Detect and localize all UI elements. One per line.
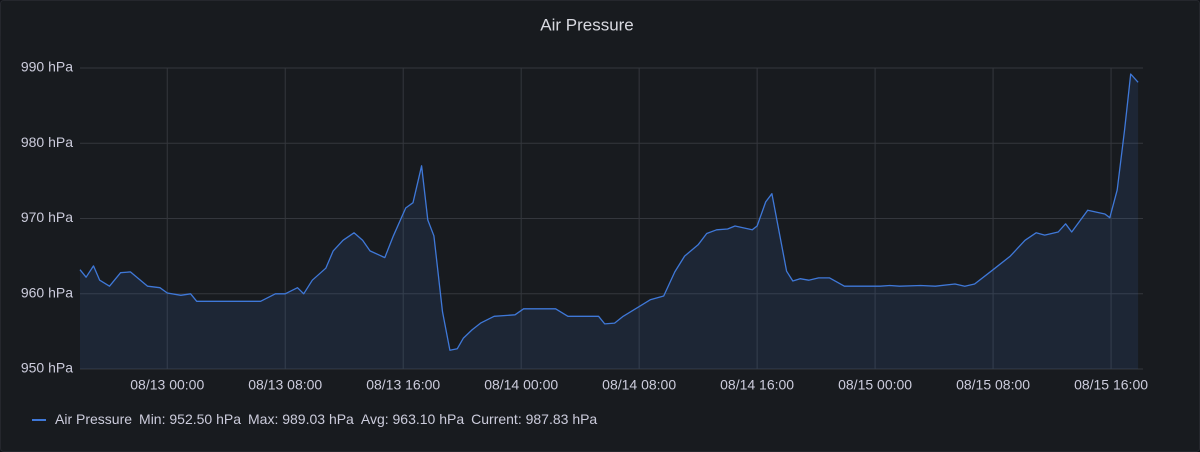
y-tick-label: 960 hPa: [21, 284, 73, 300]
legend-stat: Current: 987.83 hPa: [471, 411, 597, 427]
legend-text: Air Pressure Min: 952.50 hPa Max: 989.03 h…: [55, 411, 597, 427]
x-tick-label: 08/15 00:00: [838, 377, 912, 393]
y-tick-label: 990 hPa: [21, 59, 73, 75]
plot: [79, 73, 1139, 369]
legend-stat: Min: 952.50 hPa: [139, 411, 241, 427]
legend-stat: Avg: 963.10 hPa: [361, 411, 464, 427]
axes: 950 hPa 960 hPa 970 hPa 980 hPa 990 hPa 08/13…: [21, 59, 1148, 393]
legend: Air Pressure Min: 952.50 hPa Max: 989.03 h…: [32, 411, 597, 427]
line: [79, 73, 1139, 351]
area: [80, 74, 1139, 369]
x-tick-label: 08/13 00:00: [130, 377, 204, 393]
x-tick-label: 08/13 16:00: [366, 377, 440, 393]
chart-title: Air Pressure: [540, 15, 634, 34]
grid: [80, 67, 1143, 370]
y-tick-label: 970 hPa: [21, 209, 73, 225]
legend-stat: Max: 989.03 hPa: [248, 411, 354, 427]
x-tick-label: 08/14 08:00: [602, 377, 676, 393]
legend-label: Air Pressure: [55, 411, 132, 427]
x-tick-label: 08/15 16:00: [1074, 377, 1148, 393]
x-tick-label: 08/15 08:00: [956, 377, 1030, 393]
x-tick-label: 08/13 08:00: [248, 377, 322, 393]
y-tick-label: 950 hPa: [21, 360, 73, 376]
x-tick-label: 08/14 00:00: [484, 377, 558, 393]
y-tick-label: 980 hPa: [21, 134, 73, 150]
x-tick-label: 08/14 16:00: [720, 377, 794, 393]
